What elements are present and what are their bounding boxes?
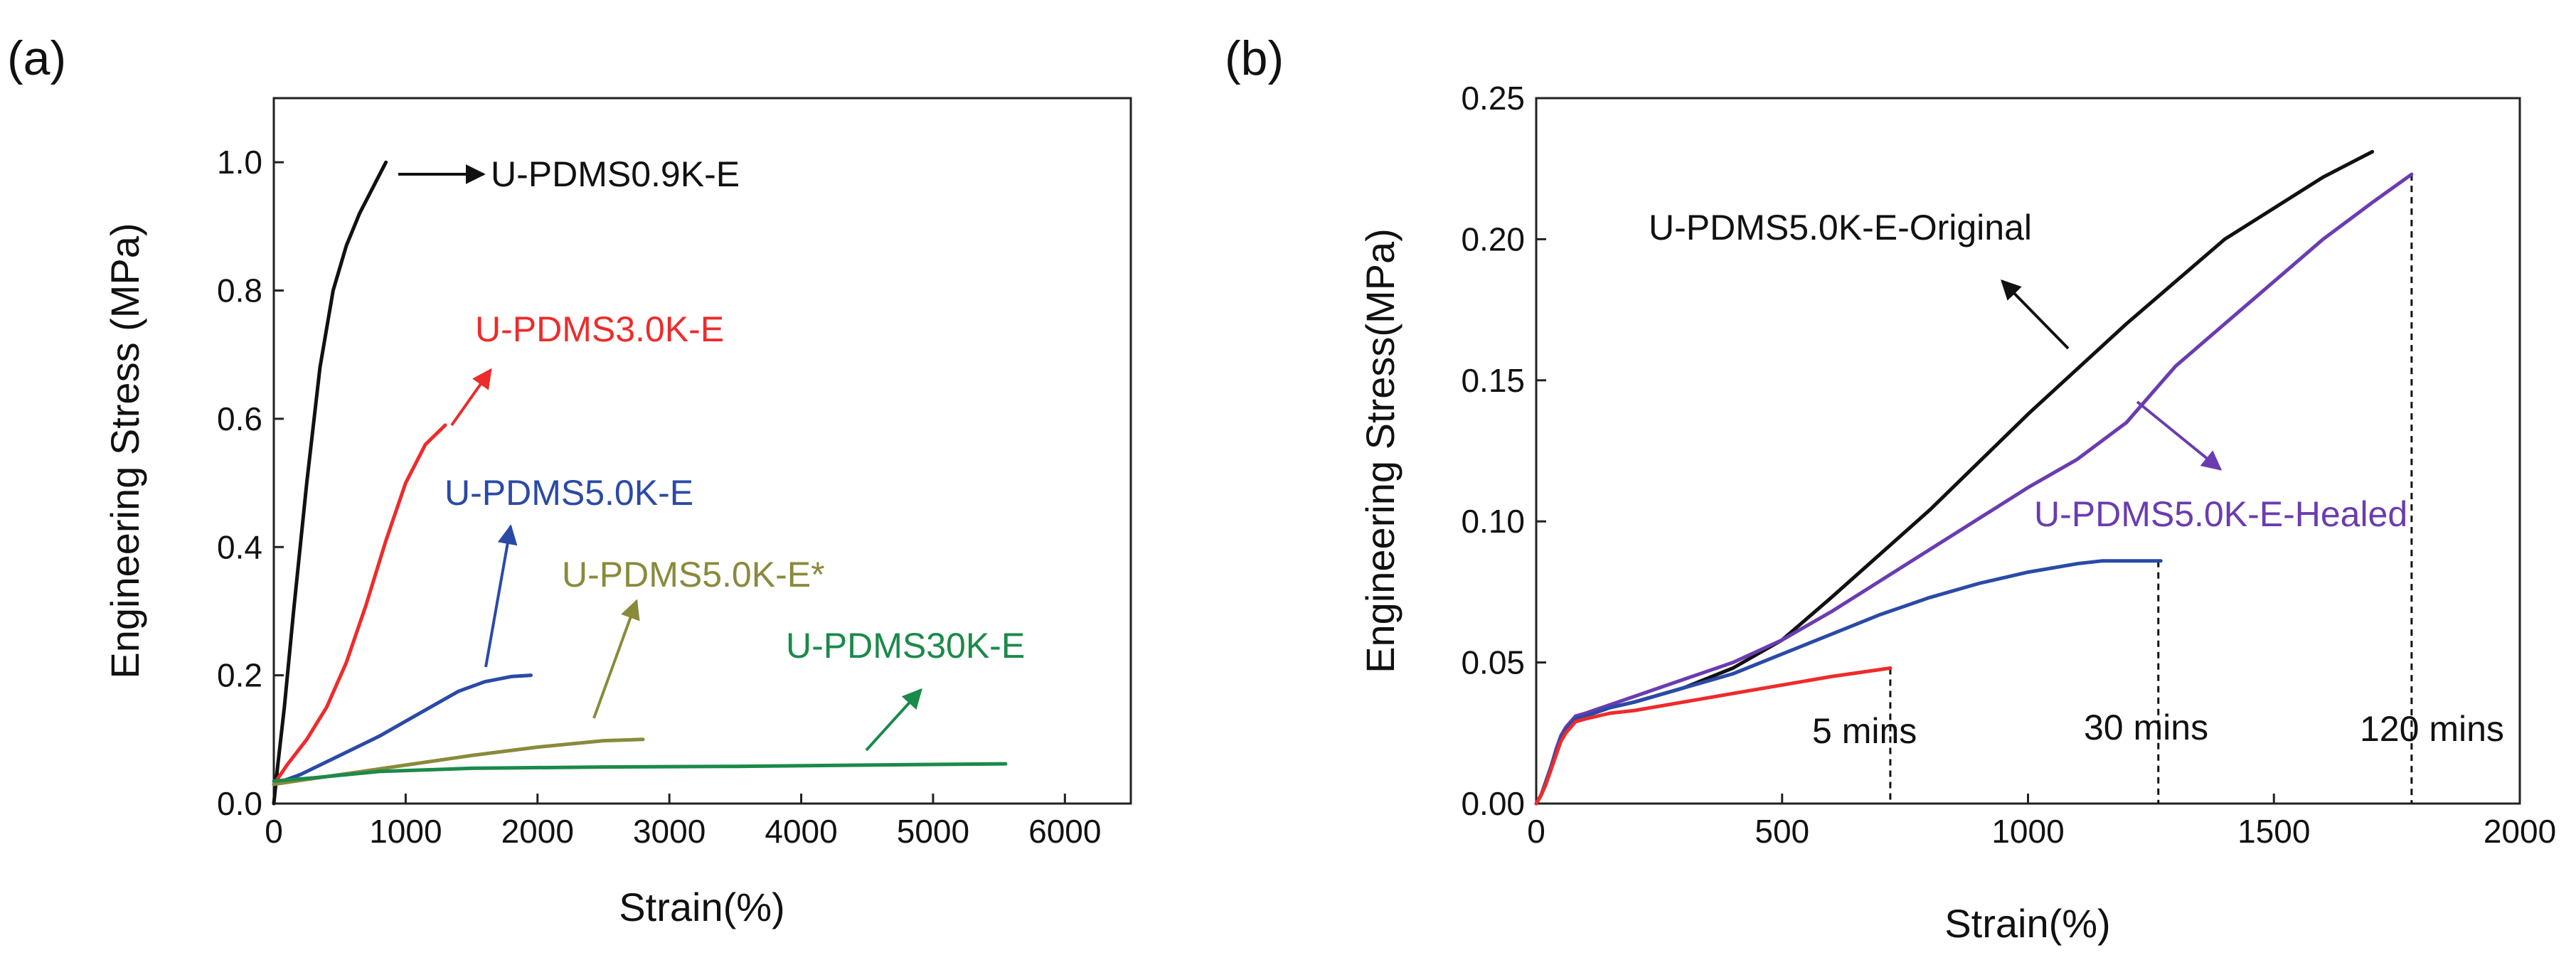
series-group-a [272, 160, 1008, 806]
x-tick-label: 0 [265, 813, 283, 850]
x-tick-label: 4000 [765, 813, 837, 850]
x-tick-label: 1000 [369, 813, 442, 850]
x-tick-label: 5000 [897, 813, 969, 850]
series-line [1534, 172, 2414, 806]
x-tick-label: 500 [1755, 813, 1809, 850]
arrow-annotation-50k-star [592, 599, 640, 719]
annotation-original: U-PDMS5.0K-E-Original [1649, 208, 2032, 247]
plot-frame-a [272, 97, 1132, 805]
chart-b: (b) 0 500 1000 1500 2000 0.00 0.05 0.10 0.15 0.2… [1225, 31, 2556, 946]
x-axis-label-b: Strain(%) [1944, 901, 2110, 946]
y-axis-label-a: Engineering Stress (MPa) [102, 223, 147, 678]
series-line [272, 762, 1008, 783]
y-tick-label: 0.15 [1461, 362, 1525, 399]
annotation-5-mins: 5 mins [1812, 711, 1917, 751]
y-ticks-b: 0.00 0.05 0.10 0.15 0.20 0.25 [1461, 80, 1546, 822]
x-ticks-a: 0 1000 2000 3000 4000 5000 6000 [265, 794, 1101, 850]
annotation-50k: U-PDMS5.0K-E [445, 473, 693, 513]
chart-a: (a) 0 1000 2000 3000 4000 5000 6000 0.00.20.40… [7, 31, 1132, 929]
panel-label-b: (b) [1225, 31, 1284, 85]
arrow-annotation-original [2001, 279, 2070, 350]
y-tick-label: 0.2 [217, 657, 262, 694]
annotation-30-mins: 30 mins [2084, 708, 2208, 747]
x-tick-label: 1500 [2237, 813, 2310, 850]
panel-label-a: (a) [7, 31, 66, 85]
y-tick-label: 0.8 [217, 272, 262, 309]
y-tick-label: 0.6 [217, 400, 262, 437]
y-tick-label: 0.00 [1461, 785, 1525, 822]
x-tick-label: 2000 [2484, 813, 2556, 850]
series-group-b [1534, 149, 2414, 806]
annotation-30k: U-PDMS3.0K-E [475, 309, 724, 349]
series-line [1534, 666, 1893, 806]
y-axis-label-b: Engineering Stress(MPa) [1358, 228, 1403, 673]
arrow-annotation-30k [450, 368, 492, 427]
arrow-annotation-50k [484, 524, 518, 668]
y-tick-label: 0.0 [217, 785, 262, 822]
x-tick-label: 3000 [633, 813, 706, 850]
y-tick-label: 1.0 [217, 144, 262, 181]
y-ticks-a: 0.0 0.2 0.4 0.6 0.8 1.0 [217, 144, 284, 822]
y-tick-label: 0.20 [1461, 220, 1525, 257]
annotation-healed: U-PDMS5.0K-E-Healed [2034, 494, 2407, 534]
series-line [272, 423, 447, 786]
x-ticks-b: 0 500 1000 1500 2000 [1527, 794, 2556, 850]
series-line [272, 673, 533, 786]
y-tick-label: 0.05 [1461, 644, 1525, 681]
x-tick-label: 0 [1527, 813, 1545, 850]
annotation-50k-star: U-PDMS5.0K-E* [562, 555, 825, 594]
annotation-30kk: U-PDMS30K-E [786, 626, 1025, 666]
arrow-annotation-healed [2136, 400, 2223, 471]
y-tick-label: 0.4 [217, 528, 262, 565]
annotation-120-mins: 120 mins [2360, 709, 2504, 749]
y-tick-label: 0.10 [1461, 503, 1525, 540]
x-tick-label: 1000 [1991, 813, 2064, 850]
series-line [1534, 559, 2163, 806]
x-tick-label: 6000 [1028, 813, 1101, 850]
series-line [272, 160, 388, 806]
x-tick-label: 2000 [501, 813, 574, 850]
x-axis-label-a: Strain(%) [619, 885, 784, 929]
y-tick-label: 0.25 [1461, 80, 1525, 117]
arrow-annotation-30kk [865, 688, 922, 752]
annotation-09k: U-PDMS0.9K-E [491, 154, 740, 194]
guide-lines-b [1889, 174, 2413, 804]
